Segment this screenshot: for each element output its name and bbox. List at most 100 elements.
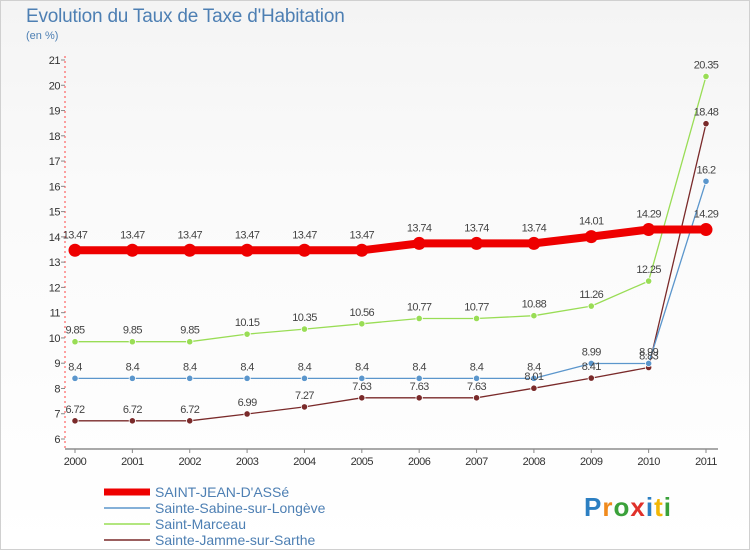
- data-point: [470, 236, 484, 250]
- x-tick-label: 2004: [293, 456, 316, 468]
- y-tick-label: 17: [49, 156, 61, 168]
- data-point: [300, 325, 309, 333]
- data-point: [128, 338, 136, 346]
- data-point: [240, 243, 254, 257]
- data-label: 7.63: [467, 381, 486, 393]
- y-tick-label: 7: [54, 409, 60, 421]
- series-line: [75, 225, 706, 255]
- data-labels: 6.72 6.72 6.726.997.277.63 7.63 7.638.018.41…: [63, 59, 720, 416]
- y-tick-label: 15: [49, 207, 61, 219]
- y-tick-label: 18: [49, 131, 61, 143]
- series-points: [68, 72, 713, 425]
- legend-label: Sainte-Jamme-sur-Sarthe: [155, 532, 315, 548]
- series-lines: [75, 76, 707, 422]
- data-label: 13.47: [235, 229, 260, 241]
- y-tick-label: 14: [49, 232, 61, 244]
- data-label: 10.88: [522, 299, 547, 311]
- data-point: [183, 243, 197, 257]
- data-label: 8.01: [524, 371, 543, 383]
- proxiti-logo: Proxiti: [584, 492, 672, 522]
- x-tick-label: 2009: [580, 456, 603, 468]
- data-point: [415, 394, 423, 402]
- x-tick-label: 2001: [121, 456, 144, 468]
- data-point: [358, 374, 366, 382]
- data-label: 8.4: [527, 361, 541, 373]
- legend-label: Saint-Marceau: [155, 516, 246, 532]
- data-label: 8.4: [470, 361, 484, 373]
- axes: 6 7 8 9 10 11 12 13 14 15 16 17 18 19 20 21 2000 2001 2002…: [49, 55, 718, 468]
- data-point: [415, 374, 423, 382]
- y-tick-label: 11: [50, 308, 61, 320]
- data-label: 8.41: [582, 361, 601, 373]
- y-tick-label: 21: [49, 55, 61, 67]
- data-label: 13.47: [350, 229, 375, 241]
- data-point: [125, 243, 139, 257]
- data-point: [702, 120, 710, 128]
- legend-label: SAINT-JEAN-D'ASSé: [155, 484, 289, 500]
- data-point: [702, 72, 710, 81]
- series-line: [75, 181, 707, 380]
- data-point: [472, 374, 481, 382]
- y-tick-label: 8: [54, 383, 60, 395]
- logo-text: Proxiti: [584, 492, 672, 522]
- x-tick-label: 2000: [64, 456, 87, 468]
- data-point: [243, 374, 251, 382]
- y-tick-label: 10: [49, 333, 61, 345]
- data-label: 11.26: [579, 289, 603, 301]
- data-label: 13.74: [522, 222, 547, 234]
- data-label: 7.27: [295, 390, 314, 402]
- x-tick-label: 2007: [465, 456, 488, 468]
- data-label: 7.63: [410, 381, 429, 393]
- data-label: 18.48: [694, 107, 719, 119]
- data-label: 6.72: [65, 404, 84, 416]
- data-label: 8.4: [240, 361, 254, 373]
- data-label: 8.83: [639, 350, 658, 362]
- data-point: [699, 223, 713, 237]
- data-label: 12.25: [636, 264, 661, 276]
- data-label: 8.4: [68, 361, 82, 373]
- data-point: [355, 243, 369, 257]
- y-tick-label: 16: [49, 181, 61, 193]
- data-label: 8.4: [355, 361, 369, 373]
- y-tick-label: 6: [54, 434, 60, 446]
- data-label: 13.47: [63, 229, 88, 241]
- data-point: [645, 277, 653, 285]
- data-label: 13.47: [292, 229, 317, 241]
- data-point: [527, 236, 541, 250]
- chart-unit: (en %): [26, 30, 59, 42]
- data-point: [530, 384, 538, 392]
- data-point: [297, 243, 311, 257]
- data-point: [584, 230, 598, 244]
- data-label: 8.4: [183, 361, 197, 373]
- data-label: 14.29: [636, 209, 661, 221]
- data-label: 9.85: [65, 325, 84, 337]
- data-point: [71, 374, 79, 382]
- data-point: [472, 314, 481, 323]
- y-tick-label: 13: [49, 257, 61, 269]
- data-label: 10.15: [235, 317, 260, 329]
- x-tick-label: 2006: [408, 456, 431, 468]
- data-point: [186, 417, 194, 425]
- y-tick-label: 12: [49, 282, 61, 294]
- data-label: 13.47: [120, 229, 145, 241]
- legend: SAINT-JEAN-D'ASSéSainte-Sabine-sur-Longè…: [104, 484, 326, 548]
- data-point: [412, 236, 426, 250]
- data-point: [702, 177, 710, 185]
- data-point: [128, 417, 136, 425]
- data-point: [128, 374, 136, 382]
- data-label: 10.77: [407, 301, 432, 313]
- y-tick-label: 19: [49, 106, 61, 118]
- data-point: [645, 359, 653, 368]
- x-tick-label: 2011: [695, 456, 717, 468]
- data-point: [642, 223, 656, 237]
- x-tick-label: 2005: [351, 456, 374, 468]
- data-label: 10.56: [350, 307, 375, 319]
- x-tick-label: 2008: [523, 456, 546, 468]
- data-point: [243, 410, 251, 418]
- data-point: [71, 338, 79, 346]
- data-label: 13.74: [464, 222, 489, 234]
- data-point: [587, 359, 595, 368]
- x-tick-label: 2003: [236, 456, 259, 468]
- data-point: [186, 338, 194, 346]
